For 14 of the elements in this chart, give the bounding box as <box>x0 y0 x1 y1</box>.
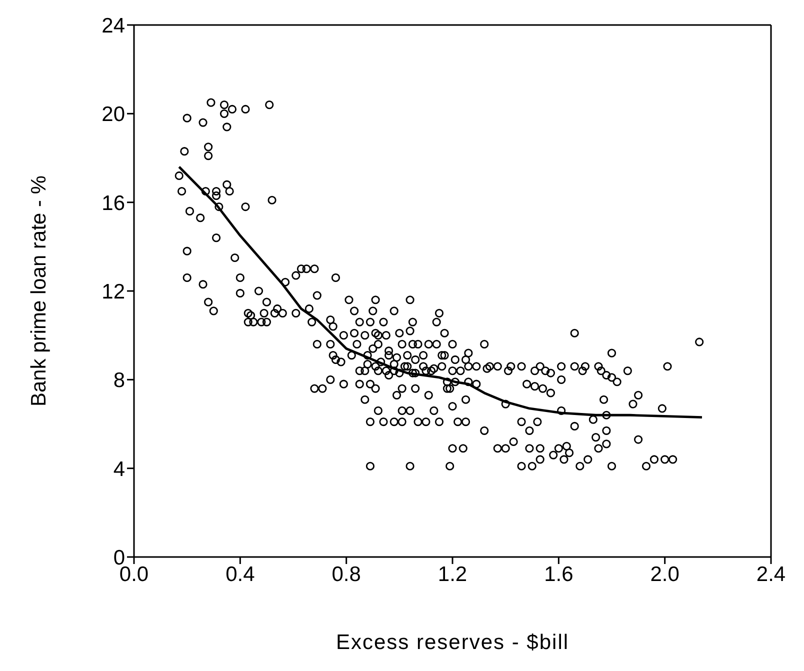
x-tick-label: 2.0 <box>650 562 680 586</box>
y-tick-label: 20 <box>102 103 125 126</box>
x-tick-label: 2.4 <box>756 562 786 586</box>
y-tick-label: 8 <box>113 369 125 392</box>
y-tick-label: 12 <box>102 280 125 304</box>
y-tick-label: 16 <box>102 192 125 215</box>
x-tick-label: 1.2 <box>438 562 468 586</box>
x-tick-label: 0.4 <box>226 562 256 586</box>
y-axis-title: Bank prime loan rate - % <box>27 175 50 407</box>
y-tick-label: 4 <box>113 458 126 481</box>
x-tick-label: 1.6 <box>544 562 574 586</box>
y-tick-label: 24 <box>102 14 126 38</box>
x-tick-label: 0.8 <box>332 562 361 586</box>
x-axis-title: Excess reserves - $bill <box>336 631 570 654</box>
